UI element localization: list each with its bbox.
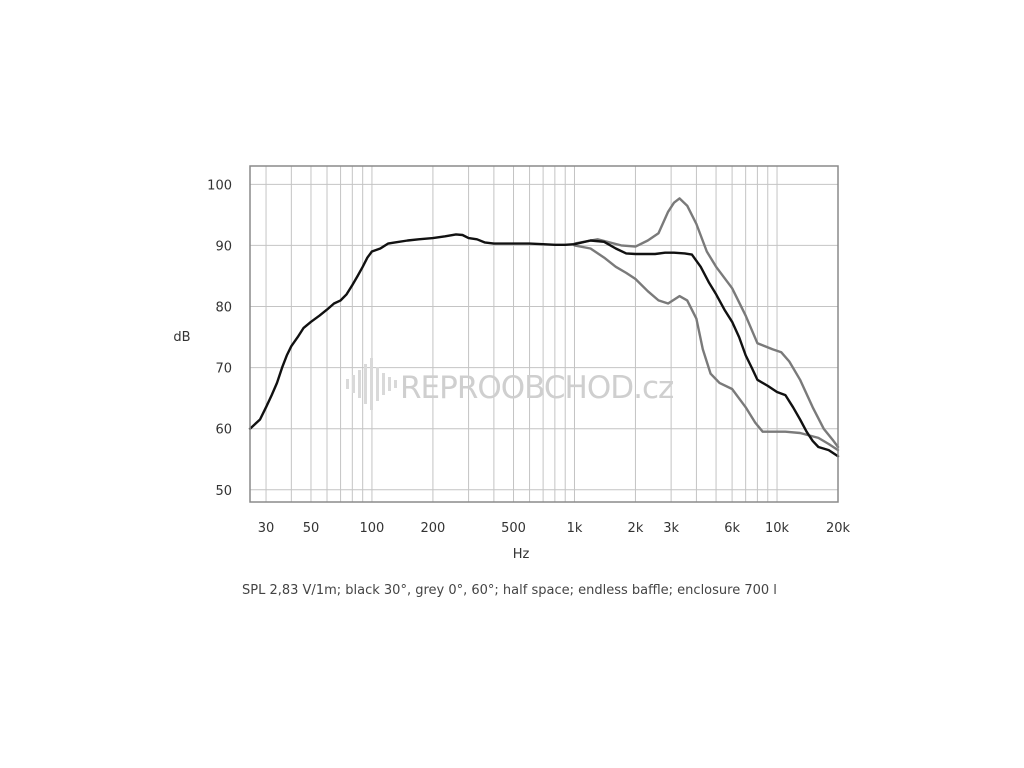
watermark-bar: [382, 373, 385, 395]
watermark-bar: [394, 380, 397, 388]
watermark-bar: [364, 364, 367, 404]
x-tick-label: 1k: [567, 521, 583, 536]
x-tick-label: 200: [421, 521, 446, 536]
x-axis-label: Hz: [513, 547, 530, 562]
chart-grid: [250, 166, 838, 502]
chart-series: [248, 197, 840, 458]
x-tick-label: 20k: [826, 521, 851, 536]
y-tick-label: 70: [215, 362, 232, 377]
y-tick-label: 50: [215, 484, 232, 499]
x-tick-label: 6k: [724, 521, 740, 536]
watermark: REPROOBCHOD.cz: [346, 358, 674, 410]
watermark-bar: [346, 379, 349, 389]
y-tick-labels: 50 60 70 80 90 100: [207, 178, 232, 498]
y-tick-label: 100: [207, 178, 232, 193]
x-tick-label: 500: [501, 521, 526, 536]
chart-caption: SPL 2,83 V/1m; black 30°, grey 0°, 60°; …: [242, 583, 777, 598]
x-tick-labels: 30 50 100 200 500 1k 2k 3k 6k 10k 20k: [258, 521, 851, 536]
x-tick-label: 30: [258, 521, 275, 536]
watermark-waveform-icon: [346, 358, 397, 410]
x-tick-label: 3k: [663, 521, 679, 536]
series-line-grey-lower: [573, 244, 840, 452]
y-tick-label: 80: [215, 301, 232, 316]
x-tick-label: 2k: [628, 521, 644, 536]
x-tick-label: 50: [303, 521, 320, 536]
series-line-black: [248, 233, 840, 458]
watermark-bar: [376, 367, 379, 401]
x-tick-label: 100: [360, 521, 385, 536]
y-tick-label: 90: [215, 239, 232, 254]
watermark-bar: [352, 375, 355, 393]
watermark-brand: REPROOBCHOD: [400, 370, 633, 406]
y-tick-label: 60: [215, 423, 232, 438]
watermark-bar: [370, 358, 373, 410]
watermark-text: REPROOBCHOD.cz: [400, 370, 673, 406]
watermark-bar: [358, 370, 361, 398]
series-line-grey-upper: [573, 197, 840, 449]
watermark-suffix: .cz: [633, 370, 673, 406]
x-tick-label: 10k: [765, 521, 790, 536]
plot-frame: [249, 165, 839, 503]
y-axis-label: dB: [173, 330, 190, 345]
watermark-bar: [388, 377, 391, 391]
